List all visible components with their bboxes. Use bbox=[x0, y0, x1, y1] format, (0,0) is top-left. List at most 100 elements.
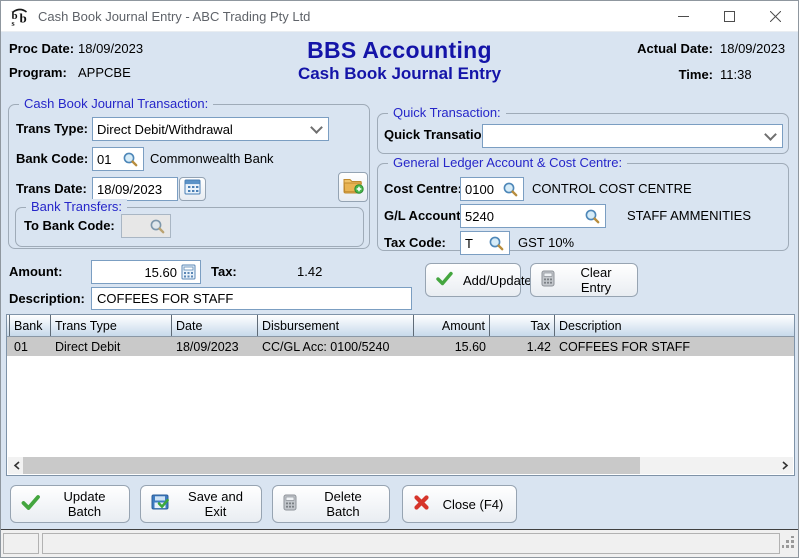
bank-code-label: Bank Code: bbox=[16, 151, 89, 166]
svg-text:b: b bbox=[12, 10, 18, 22]
tax-value: 1.42 bbox=[297, 264, 323, 279]
resize-grip[interactable] bbox=[781, 535, 795, 554]
svg-text:s: s bbox=[12, 19, 15, 27]
gl-account-lookup-icon[interactable] bbox=[584, 208, 601, 225]
gl-account-label: G/L Account: bbox=[384, 208, 465, 223]
trans-type-select[interactable]: Direct Debit/Withdrawal bbox=[92, 117, 329, 141]
actual-date-value: 18/09/2023 bbox=[720, 41, 786, 56]
bank-transfers-title: Bank Transfers: bbox=[26, 199, 128, 214]
col-header-amount[interactable]: Amount bbox=[414, 315, 490, 336]
tax-label: Tax: bbox=[211, 264, 237, 279]
trans-type-label: Trans Type: bbox=[16, 121, 89, 136]
amount-value: 15.60 bbox=[144, 264, 177, 280]
gl-account-input[interactable]: 5240 bbox=[460, 204, 606, 228]
titlebar[interactable]: b s b Cash Book Journal Entry - ABC Trad… bbox=[1, 1, 798, 32]
quick-transaction-title: Quick Transaction: bbox=[388, 105, 506, 120]
cost-centre-value: 0100 bbox=[465, 181, 494, 197]
scroll-right-icon[interactable] bbox=[777, 457, 793, 474]
save-and-exit-button[interactable]: Save and Exit bbox=[140, 485, 262, 523]
cost-centre-input[interactable]: 0100 bbox=[460, 177, 524, 201]
horizontal-scrollbar[interactable] bbox=[8, 457, 793, 474]
program-value: APPCBE bbox=[78, 65, 131, 80]
gl-group: General Ledger Account & Cost Centre: Co… bbox=[377, 155, 789, 255]
chevron-down-icon bbox=[764, 127, 777, 141]
add-update-label: Add/Update bbox=[463, 272, 532, 288]
description-input[interactable] bbox=[91, 287, 412, 310]
row-amount: 15.60 bbox=[454, 339, 486, 354]
row-tax: 1.42 bbox=[526, 339, 551, 354]
cost-centre-label: Cost Centre: bbox=[384, 181, 463, 196]
time-value: 11:38 bbox=[720, 67, 752, 82]
scroll-left-icon[interactable] bbox=[8, 457, 24, 474]
maximize-button[interactable] bbox=[706, 1, 752, 32]
cost-centre-lookup-icon[interactable] bbox=[502, 181, 519, 198]
col-header-trans-type[interactable]: Trans Type bbox=[51, 315, 172, 336]
status-panel-small bbox=[3, 533, 39, 554]
save-icon bbox=[151, 494, 170, 514]
amount-label: Amount: bbox=[9, 264, 63, 279]
table-row[interactable]: 01 Direct Debit 18/09/2023 CC/GL Acc: 01… bbox=[7, 337, 794, 356]
calendar-button[interactable] bbox=[179, 177, 206, 201]
tax-code-label: Tax Code: bbox=[384, 235, 446, 250]
close-button[interactable] bbox=[752, 1, 798, 32]
chevron-down-icon bbox=[310, 120, 323, 134]
col-header-bank[interactable]: Bank bbox=[10, 315, 51, 336]
cost-centre-name: CONTROL COST CENTRE bbox=[532, 181, 692, 196]
delete-batch-label: Delete Batch bbox=[324, 489, 362, 519]
quick-transaction-group: Quick Transaction: Quick Transation: bbox=[377, 105, 789, 154]
col-header-tax[interactable]: Tax bbox=[490, 315, 555, 336]
row-trans-type: Direct Debit bbox=[55, 339, 121, 354]
status-panel-main bbox=[42, 533, 780, 554]
gl-account-name: STAFF AMMENITIES bbox=[627, 208, 751, 223]
update-batch-button[interactable]: Update Batch bbox=[10, 485, 130, 523]
clear-entry-button[interactable]: Clear Entry bbox=[530, 263, 638, 297]
new-batch-button[interactable] bbox=[338, 172, 368, 202]
tax-code-name: GST 10% bbox=[518, 235, 575, 250]
description-label: Description: bbox=[9, 291, 85, 306]
trans-type-value: Direct Debit/Withdrawal bbox=[97, 121, 233, 137]
trans-date-input[interactable]: 18/09/2023 bbox=[92, 177, 178, 201]
to-bank-code-label: To Bank Code: bbox=[24, 218, 115, 233]
quick-transaction-select[interactable] bbox=[482, 124, 783, 148]
calculator-icon[interactable] bbox=[181, 264, 196, 280]
row-date: 18/09/2023 bbox=[176, 339, 239, 354]
tax-code-lookup-icon[interactable] bbox=[488, 235, 505, 252]
col-header-description[interactable]: Description bbox=[559, 318, 622, 333]
svg-text:b: b bbox=[20, 10, 27, 25]
check-icon bbox=[21, 494, 40, 514]
close-x-icon bbox=[413, 494, 430, 514]
proc-date-label: Proc Date: bbox=[9, 41, 75, 56]
window-title: Cash Book Journal Entry - ABC Trading Pt… bbox=[38, 8, 311, 24]
to-bank-code-lookup-icon[interactable] bbox=[149, 218, 166, 235]
col-header-disbursement[interactable]: Disbursement bbox=[258, 315, 414, 336]
screen-title: Cash Book Journal Entry bbox=[297, 64, 502, 83]
row-disbursement: CC/GL Acc: 0100/5240 bbox=[262, 339, 390, 354]
minimize-button[interactable] bbox=[660, 1, 706, 32]
col-header-date[interactable]: Date bbox=[172, 315, 258, 336]
trans-date-label: Trans Date: bbox=[16, 181, 87, 196]
time-label: Time: bbox=[678, 67, 713, 82]
scrollbar-thumb[interactable] bbox=[23, 457, 640, 474]
amount-input[interactable]: 15.60 bbox=[91, 260, 201, 284]
trans-date-value: 18/09/2023 bbox=[97, 181, 163, 197]
delete-calculator-icon bbox=[283, 494, 297, 514]
program-label: Program: bbox=[9, 65, 67, 80]
calendar-icon bbox=[184, 179, 202, 200]
close-f4-button[interactable]: Close (F4) bbox=[402, 485, 517, 523]
update-batch-label: Update Batch bbox=[63, 489, 106, 519]
app-title: BBS Accounting bbox=[307, 37, 492, 63]
delete-batch-button[interactable]: Delete Batch bbox=[272, 485, 390, 523]
status-bar bbox=[1, 529, 798, 557]
bank-code-lookup-icon[interactable] bbox=[122, 151, 139, 168]
transaction-group: Cash Book Journal Transaction: Trans Typ… bbox=[8, 96, 370, 249]
tax-code-input[interactable]: T bbox=[460, 231, 510, 255]
add-update-button[interactable]: Add/Update bbox=[425, 263, 532, 297]
to-bank-code-input[interactable] bbox=[121, 214, 171, 238]
app-logo-icon: b s b bbox=[10, 6, 30, 27]
clear-entry-label: Clear Entry bbox=[580, 265, 612, 295]
bank-code-input[interactable]: 01 bbox=[92, 147, 144, 171]
clear-calculator-icon bbox=[541, 270, 555, 290]
row-bank: 01 bbox=[14, 339, 28, 354]
tax-code-value: T bbox=[465, 235, 473, 251]
